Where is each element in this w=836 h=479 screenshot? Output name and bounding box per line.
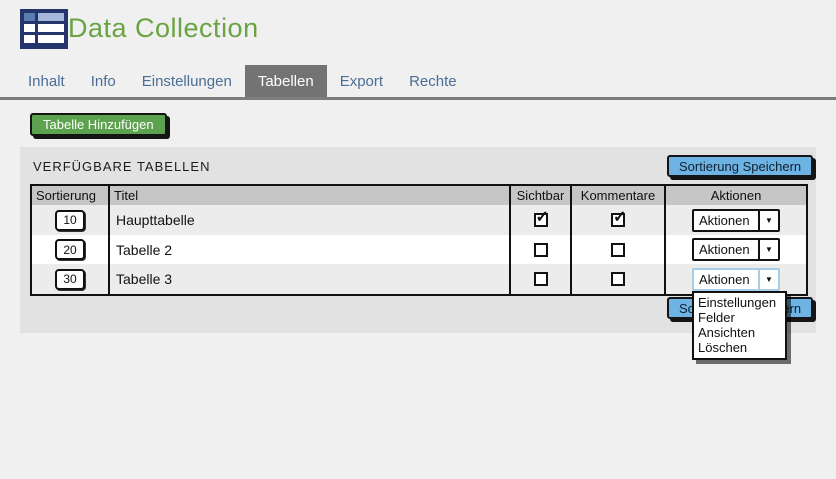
actions-dropdown[interactable]: Aktionen ▼ <box>692 238 780 261</box>
tables-list-table: Sortierung Titel Sichtbar Kommentare Akt… <box>30 184 808 296</box>
table-title-cell: Tabelle 3 <box>110 264 511 294</box>
table-title-cell: Tabelle 2 <box>110 235 511 264</box>
sort-order-input[interactable] <box>55 268 85 290</box>
logo-cell <box>38 13 64 21</box>
table-row-cell <box>572 264 666 294</box>
dropdown-label: Aktionen <box>699 271 750 287</box>
table-row-cell <box>32 205 110 235</box>
tab-einstellungen[interactable]: Einstellungen <box>141 72 232 90</box>
logo-cell <box>38 24 64 32</box>
menu-item-einstellungen[interactable]: Einstellungen <box>698 295 777 310</box>
tab-info[interactable]: Info <box>90 72 116 90</box>
tab-rechte[interactable]: Rechte <box>409 72 457 90</box>
check-icon: ✓ <box>613 209 627 226</box>
section-title: VERFÜGBARE TABELLEN <box>33 159 211 174</box>
column-header-aktionen: Aktionen <box>666 186 806 205</box>
column-header-titel: Titel <box>110 186 511 205</box>
column-header-sortierung: Sortierung <box>32 186 110 205</box>
sort-order-input[interactable] <box>55 209 85 231</box>
tab-bar: Inhalt Info Einstellungen Tabellen Expor… <box>0 65 836 100</box>
actions-menu: Einstellungen Felder Ansichten Löschen <box>692 291 787 360</box>
page-title: Data Collection <box>68 13 259 43</box>
column-header-kommentare: Kommentare <box>572 186 666 205</box>
logo-cell <box>24 24 35 32</box>
logo-cell <box>24 35 35 43</box>
table-row-cell <box>32 264 110 294</box>
visible-checkbox[interactable] <box>533 242 548 257</box>
dropdown-label: Aktionen <box>699 212 750 228</box>
tab-tabellen[interactable]: Tabellen <box>244 65 327 97</box>
actions-dropdown[interactable]: Aktionen ▼ <box>692 208 780 232</box>
save-sorting-button-top[interactable]: Sortierung Speichern <box>667 155 814 177</box>
dropdown-label: Aktionen <box>699 242 750 257</box>
table-row-cell: Aktionen ▼ <box>666 235 806 264</box>
visible-checkbox[interactable]: ✓ <box>533 209 549 227</box>
sort-order-input[interactable] <box>55 239 85 260</box>
tab-export[interactable]: Export <box>339 72 384 90</box>
table-row-cell: Aktionen ▼ <box>666 205 806 235</box>
table-row-cell <box>511 235 572 264</box>
menu-item-felder[interactable]: Felder <box>698 310 735 325</box>
table-row-cell <box>32 235 110 264</box>
column-header-sichtbar: Sichtbar <box>511 186 572 205</box>
table-title-cell: Haupttabelle <box>110 205 511 235</box>
comments-checkbox[interactable] <box>611 242 625 257</box>
table-row-cell: ✓ <box>511 205 572 235</box>
check-icon: ✓ <box>535 209 549 226</box>
table-row-cell <box>511 264 572 294</box>
dropdown-arrow-icon: ▼ <box>758 240 778 259</box>
app-logo-table-icon <box>20 9 68 49</box>
dropdown-arrow-icon: ▼ <box>758 210 778 230</box>
menu-item-loeschen[interactable]: Löschen <box>698 340 748 355</box>
tab-inhalt[interactable]: Inhalt <box>28 72 65 90</box>
visible-checkbox[interactable] <box>533 272 548 286</box>
comments-checkbox[interactable]: ✓ <box>611 209 626 227</box>
table-row-cell: ✓ <box>572 205 666 235</box>
logo-cell <box>24 13 35 21</box>
menu-item-ansichten[interactable]: Ansichten <box>698 325 756 340</box>
actions-dropdown-open[interactable]: Aktionen ▼ <box>692 267 780 291</box>
logo-cell <box>38 35 64 43</box>
comments-checkbox[interactable] <box>611 272 625 286</box>
dropdown-arrow-icon: ▼ <box>758 269 778 289</box>
table-row-cell: Aktionen ▼ <box>666 264 806 294</box>
add-table-button[interactable]: Tabelle Hinzufügen <box>30 113 167 136</box>
table-row-cell <box>572 235 666 264</box>
